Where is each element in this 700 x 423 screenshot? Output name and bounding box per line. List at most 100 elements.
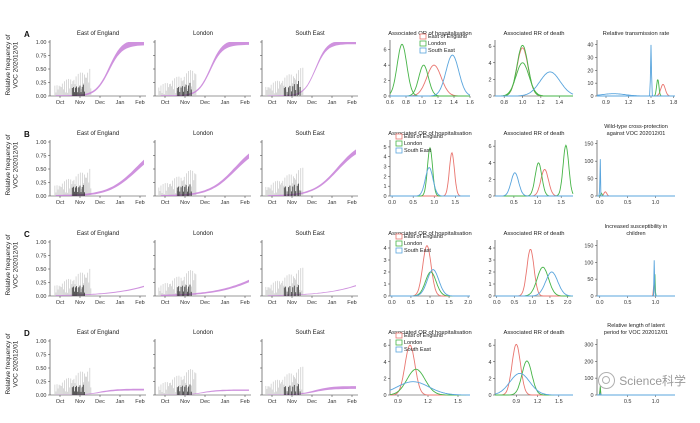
legend-swatch-london: [395, 339, 403, 346]
model-ribbon: [160, 42, 249, 96]
y-tick-label: 1.00: [36, 339, 47, 345]
y-tick-label: 3: [383, 165, 386, 171]
x-tick-label: Jan: [116, 200, 125, 206]
panel-title: South East: [295, 330, 325, 336]
x-tick-label: Oct: [161, 100, 170, 106]
y-tick-label: 150: [584, 142, 593, 148]
density-curve-south-east-broad: [596, 93, 675, 97]
x-tick-label: Nov: [287, 300, 297, 306]
x-tick-label: 1.0: [652, 200, 660, 206]
x-tick-label: Oct: [268, 300, 277, 306]
panel-title: Associated RR of death: [504, 31, 565, 37]
y-tick-label: 0.50: [36, 67, 47, 73]
x-tick-label: 0.8: [500, 100, 508, 106]
x-tick-label: 1.4: [450, 100, 458, 106]
x-tick-label: Nov: [287, 100, 297, 106]
x-tick-label: 2.0: [464, 300, 472, 306]
y-tick-label: 0: [488, 194, 491, 200]
model-ribbon: [55, 42, 145, 96]
x-tick-label: 1.4: [555, 100, 563, 106]
x-tick-label: Oct: [56, 200, 65, 206]
x-tick-label: Dec: [307, 100, 317, 106]
x-tick-label: 1.0: [652, 399, 660, 405]
legend-label-london: London: [404, 241, 422, 247]
y-tick-label: 100: [584, 260, 593, 266]
x-tick-label: Jan: [116, 399, 125, 405]
legend-swatch-east-of-england: [419, 33, 427, 40]
y-tick-label: 1.00: [36, 240, 47, 246]
density-curve-south-east: [597, 392, 675, 396]
panel-title: Wild-type cross-protection: [604, 124, 668, 130]
x-tick-label: Dec: [307, 399, 317, 405]
legend-swatch-east-of-england: [395, 233, 403, 240]
y-tick-label: 2: [488, 270, 491, 276]
y-tick-label: 4: [383, 246, 386, 252]
y-tick-label: 1.00: [36, 140, 47, 146]
x-tick-label: 0.0: [388, 200, 396, 206]
panel-title: London: [193, 31, 213, 37]
y-tick-label: 0: [590, 393, 593, 399]
legend-label-south-east: South East: [428, 48, 455, 54]
density-curve-east-of-england: [597, 191, 675, 197]
y-tick-label: 1: [383, 184, 386, 190]
panel-title: East of England: [77, 330, 119, 336]
x-tick-label: Jan: [221, 200, 230, 206]
x-tick-label: 1.2: [424, 399, 432, 405]
panel-title: Associated OR of hospitalisation: [388, 31, 471, 37]
y-tick-label: 50: [587, 177, 593, 183]
y-tick-label: 2: [383, 79, 386, 85]
density-curve-south-east: [597, 260, 675, 297]
x-tick-label: 1.0: [652, 300, 660, 306]
x-tick-label: Nov: [180, 100, 190, 106]
panel-letter: B: [24, 130, 30, 139]
x-tick-label: Oct: [56, 300, 65, 306]
x-tick-label: Feb: [347, 300, 356, 306]
panel-title: South East: [295, 31, 325, 37]
x-tick-label: Dec: [200, 100, 210, 106]
model-ribbon: [160, 389, 249, 395]
y-tick-label: 40: [587, 43, 593, 49]
y-tick-label: 0.00: [36, 393, 47, 399]
x-tick-label: 0.0: [596, 300, 604, 306]
x-tick-label: Oct: [161, 200, 170, 206]
panel-title: South East: [295, 231, 325, 237]
y-tick-label: 4: [488, 360, 491, 366]
y-tick-label: 2: [488, 77, 491, 83]
legend-label-east-of-england: East of England: [404, 234, 443, 240]
panel-title: Relative transmission rate: [603, 31, 670, 37]
y-tick-label: 150: [584, 243, 593, 249]
x-tick-label: Feb: [347, 200, 356, 206]
density-curve-london: [495, 144, 574, 197]
x-tick-label: 0.0: [493, 300, 501, 306]
density-curve-south-east: [390, 54, 471, 97]
x-tick-label: Jan: [221, 300, 230, 306]
y-tick-label: 3: [383, 258, 386, 264]
legend-label-south-east: South East: [404, 347, 431, 353]
x-tick-label: 0.9: [602, 100, 610, 106]
y-axis-label: Relative frequency of: [5, 34, 12, 95]
legend-swatch-south-east: [395, 346, 403, 353]
x-tick-label: 1.2: [537, 100, 545, 106]
x-tick-label: Feb: [135, 300, 144, 306]
x-tick-label: Feb: [347, 399, 356, 405]
model-ribbon: [55, 159, 145, 196]
x-tick-label: Oct: [161, 399, 170, 405]
y-tick-label: 4: [488, 61, 491, 67]
y-tick-label: 1: [488, 282, 491, 288]
x-tick-label: Feb: [240, 399, 249, 405]
legend-label-east-of-england: East of England: [428, 34, 467, 40]
y-tick-label: 0.00: [36, 194, 47, 200]
y-tick-label: 2: [383, 270, 386, 276]
y-tick-label: 0.50: [36, 366, 47, 372]
x-tick-label: 1.2: [434, 100, 442, 106]
x-tick-label: Feb: [135, 399, 144, 405]
x-tick-label: 0.5: [624, 399, 632, 405]
y-tick-label: 3: [488, 258, 491, 264]
x-tick-label: 1.8: [670, 100, 678, 106]
y-tick-label: 0: [383, 393, 386, 399]
panel-title: Associated OR of hospitalisation: [388, 330, 471, 336]
panel-title: Associated OR of hospitalisation: [388, 231, 471, 237]
y-tick-label: 6: [488, 343, 491, 349]
density-curve-south-east: [494, 372, 573, 396]
x-tick-label: Nov: [75, 300, 85, 306]
